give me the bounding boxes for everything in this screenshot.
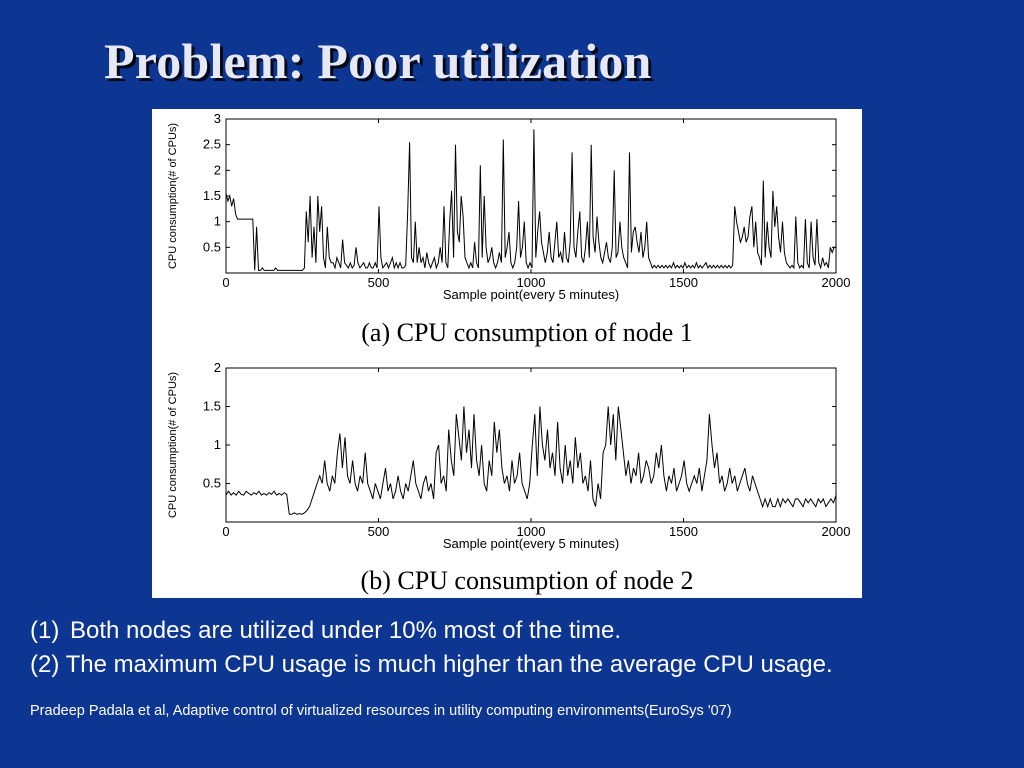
bullet-text: Both nodes are utilized under 10% most o… [70,617,621,644]
node1-x-axis-label: Sample point(every 5 minutes) [443,287,619,302]
node2-y-axis-label: CPU consumption(# of CPUs) [167,372,179,518]
node1-y-tick-label: 1.5 [203,188,221,203]
node1-x-tick-label: 500 [368,275,390,290]
bullet-number: (2) [30,651,60,678]
bullet-item-2: (2) The maximum CPU usage is much higher… [30,648,833,682]
node2-x-tick-label: 2000 [822,524,851,539]
node2-x-tick-label: 500 [368,524,390,539]
node2-series-line [225,406,837,515]
node2-y-tick-label: 1.5 [203,399,221,414]
node1-y-tick-label: 2.5 [203,137,221,152]
node2-x-axis-label: Sample point(every 5 minutes) [443,536,619,551]
node1-y-tick-label: 3 [214,111,221,126]
node1-x-tick-label: 0 [222,275,229,290]
bullet-text: The maximum CPU usage is much higher tha… [65,651,833,678]
node1-y-axis-label: CPU consumption(# of CPUs) [167,123,179,269]
node1-y-tick-label: 1 [214,214,221,229]
node1-x-tick-label: 1000 [517,275,546,290]
node2-y-tick-label: 1 [214,437,221,452]
node1-x-tick-label: 1500 [669,275,698,290]
node2-chart: 0 500 1000 1500 2000 0.5 1 1.5 2 Sample point(eve… [167,360,850,595]
citation: Pradeep Padala et al, Adaptive control o… [30,703,732,719]
figure-panel: 0 500 1000 1500 2000 0.5 1 1.5 2 2.5 3 Sample point… [152,109,862,598]
bullet-item-1: (1) Both nodes are utilized under 10% mos… [30,614,833,648]
bullet-number: (1) [30,617,60,644]
node1-series-line [225,129,836,271]
node2-x-tick-label: 1500 [669,524,698,539]
node2-y-tick-label: 2 [214,360,221,375]
node2-y-tick-label: 0.5 [203,476,221,491]
node1-x-tick-label: 2000 [822,275,851,290]
node1-y-tick-label: 2 [214,162,221,177]
bullet-list: (1) Both nodes are utilized under 10% mos… [30,614,833,682]
node1-caption: (a) CPU consumption of node 1 [361,318,692,347]
node1-chart: 0 500 1000 1500 2000 0.5 1 1.5 2 2.5 3 Sample point… [167,111,850,347]
node1-y-tick-label: 0.5 [203,239,221,254]
node2-x-tick-label: 0 [222,524,229,539]
node2-plot-frame [225,367,837,523]
slide-title: Problem: Poor utilization [104,33,652,89]
node2-x-tick-label: 1000 [517,524,546,539]
node2-caption: (b) CPU consumption of node 2 [361,566,694,595]
